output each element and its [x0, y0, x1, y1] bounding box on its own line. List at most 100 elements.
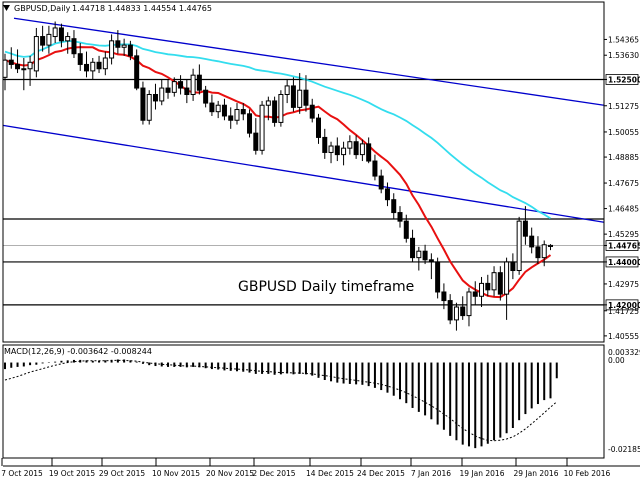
candle-body: [529, 235, 535, 248]
candle: [378, 169, 384, 194]
main-panel-frame: [2, 1, 605, 343]
candle: [290, 77, 296, 112]
price-tick-label: 1.52500: [608, 75, 640, 84]
moving-average-layer: [4, 40, 552, 299]
candle: [46, 25, 52, 54]
price-tick-label: 1.51275: [608, 102, 639, 111]
candle: [184, 79, 190, 104]
candle: [516, 216, 522, 275]
candle: [447, 294, 453, 325]
candle-body: [84, 63, 90, 72]
candle-body: [152, 93, 158, 102]
candle: [397, 206, 403, 228]
candle: [497, 266, 503, 301]
candle-body: [284, 85, 290, 95]
candle: [247, 109, 253, 138]
candle: [416, 246, 422, 271]
price-tick-label: 1.44000: [608, 258, 640, 267]
candle: [472, 281, 478, 305]
candle-body: [58, 27, 64, 42]
candle-body: [196, 74, 202, 91]
candle-body: [259, 104, 265, 151]
price-tick-label: 1.53630: [608, 51, 639, 60]
price-tick-label: 1.50055: [608, 128, 639, 137]
candle-body: [115, 40, 121, 48]
candle: [127, 40, 133, 61]
candle: [21, 58, 27, 91]
candle-body: [159, 87, 165, 102]
candle: [109, 34, 115, 65]
candle-body: [460, 306, 466, 317]
axis-labels: 1.54365 1.53630 1.52500 1.51275 1.50055 1.488…: [1, 35, 640, 478]
price-tick-label: 1.47675: [608, 179, 639, 188]
frame-layer: [2, 1, 640, 467]
candle: [341, 141, 347, 166]
symbol-dropdown-icon[interactable]: [3, 5, 10, 11]
candle-body: [265, 100, 271, 106]
candle-body: [541, 244, 547, 259]
candle: [479, 276, 485, 308]
candle: [441, 283, 447, 310]
candle: [121, 38, 127, 56]
channel-lower-line: [2, 124, 605, 223]
candle-body: [2, 59, 8, 78]
candle-body: [134, 55, 140, 89]
candle: [328, 141, 334, 164]
time-axis-label: 14 Dec 2015: [306, 469, 354, 478]
candle-body: [234, 109, 240, 121]
time-axis-label: 19 Jan 2016: [460, 469, 505, 478]
candle-body: [378, 175, 384, 190]
candle: [322, 128, 328, 159]
candle-body: [247, 113, 253, 134]
candle: [272, 96, 278, 127]
candle-body: [547, 244, 553, 247]
candle: [27, 55, 33, 86]
candle: [303, 75, 309, 112]
candle-body: [171, 81, 177, 93]
candle-body: [466, 291, 472, 317]
candle: [65, 32, 71, 54]
time-axis-label: 19 Oct 2015: [49, 469, 96, 478]
candle: [504, 257, 510, 320]
time-axis-label: 10 Nov 2015: [152, 469, 200, 478]
candle: [422, 244, 428, 265]
ohlc-readout: 1.44718 1.44833 1.44554 1.44765: [72, 4, 212, 13]
candle: [159, 79, 165, 106]
candle-body: [391, 199, 397, 214]
candle: [152, 83, 158, 110]
channel-upper-line: [13, 17, 605, 106]
candle-body: [65, 36, 71, 42]
candle-body: [253, 132, 259, 151]
candle: [510, 253, 516, 280]
candle-body: [410, 237, 416, 259]
candle: [240, 103, 246, 121]
candle-body: [472, 291, 478, 297]
candle-body: [447, 300, 453, 321]
candle-body: [341, 147, 347, 156]
candle: [234, 103, 240, 125]
candle: [535, 236, 541, 265]
candle: [58, 23, 64, 48]
candle: [8, 47, 14, 69]
candle-body: [221, 104, 227, 117]
candle-body: [127, 44, 133, 57]
candle: [134, 49, 140, 91]
time-axis-label: 29 Oct 2015: [99, 469, 146, 478]
levels-layer: [3, 78, 604, 306]
candle: [178, 75, 184, 95]
candle: [190, 68, 196, 101]
candle: [485, 274, 491, 297]
candle-body: [146, 93, 152, 121]
macd-scale-zero: 0.00: [608, 356, 625, 365]
candle: [259, 100, 265, 155]
macd-panel-frame: [2, 344, 605, 459]
candle: [284, 79, 290, 104]
candle: [90, 58, 96, 80]
candle-body: [347, 141, 353, 149]
candle-body: [522, 220, 528, 237]
candle: [372, 154, 378, 181]
candle-body: [71, 38, 77, 55]
candle-body: [278, 93, 284, 123]
